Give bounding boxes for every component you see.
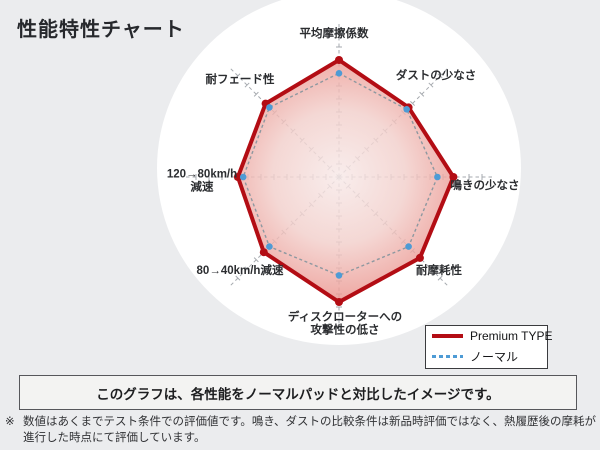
axis-label-text: 120→80km/h xyxy=(166,168,238,181)
footnote-mark: ※ xyxy=(5,416,15,428)
legend: Premium TYPE ノーマル xyxy=(425,325,552,369)
legend-item-premium: Premium TYPE xyxy=(432,329,552,343)
axis-label-low-dust: ダストの少なさ xyxy=(396,70,477,83)
axis-label-80-40-deceleration: 80→40km/h減速 xyxy=(197,265,284,278)
axis-label-text: 減速 xyxy=(190,181,214,193)
axis-label-low-rotor-attack: ディスクローターへの 攻撃性の低さ xyxy=(288,312,402,337)
axis-label-low-squeal: 鳴きの少なさ xyxy=(451,180,520,193)
radar-chart xyxy=(157,0,521,345)
legend-label-normal: ノーマル xyxy=(470,350,519,364)
footnote: ※ 数値はあくまでテスト条件での評価値です。鳴き、ダストの比較条件は新品時評価で… xyxy=(5,415,597,446)
legend-label-premium: Premium TYPE xyxy=(470,329,553,343)
axis-label-120-80-deceleration: 120→80km/h 減速 xyxy=(167,169,237,194)
axis-label-text: 攻撃性の低さ xyxy=(310,324,380,336)
axis-label-average-friction: 平均摩擦係数 xyxy=(300,28,369,41)
comparison-note-text: このグラフは、各性能をノーマルパッドと対比したイメージです。 xyxy=(96,386,500,402)
page-title: 性能特性チャート xyxy=(17,19,185,41)
axis-label-wear-resistance: 耐摩耗性 xyxy=(416,265,462,278)
axis-label-text: 平均摩擦係数 xyxy=(299,27,369,40)
axis-label-text: 80→40km/h減速 xyxy=(196,264,284,277)
footnote-text: 数値はあくまでテスト条件での評価値です。鳴き、ダストの比較条件は新品時評価ではな… xyxy=(23,416,597,444)
legend-item-normal: ノーマル xyxy=(432,348,541,365)
premium-line-swatch xyxy=(432,334,463,338)
axis-label-text: ダストの少なさ xyxy=(395,69,477,82)
axis-label-text: 耐フェード性 xyxy=(205,73,275,86)
normal-dashed-swatch xyxy=(432,355,463,358)
comparison-note-box: このグラフは、各性能をノーマルパッドと対比したイメージです。 xyxy=(19,375,577,410)
axis-label-text: 耐摩耗性 xyxy=(416,264,462,277)
axis-label-text: ディスクローターへの xyxy=(287,311,403,324)
axis-label-text: 鳴きの少なさ xyxy=(450,179,520,192)
axis-label-fade-resistance: 耐フェード性 xyxy=(206,74,275,87)
